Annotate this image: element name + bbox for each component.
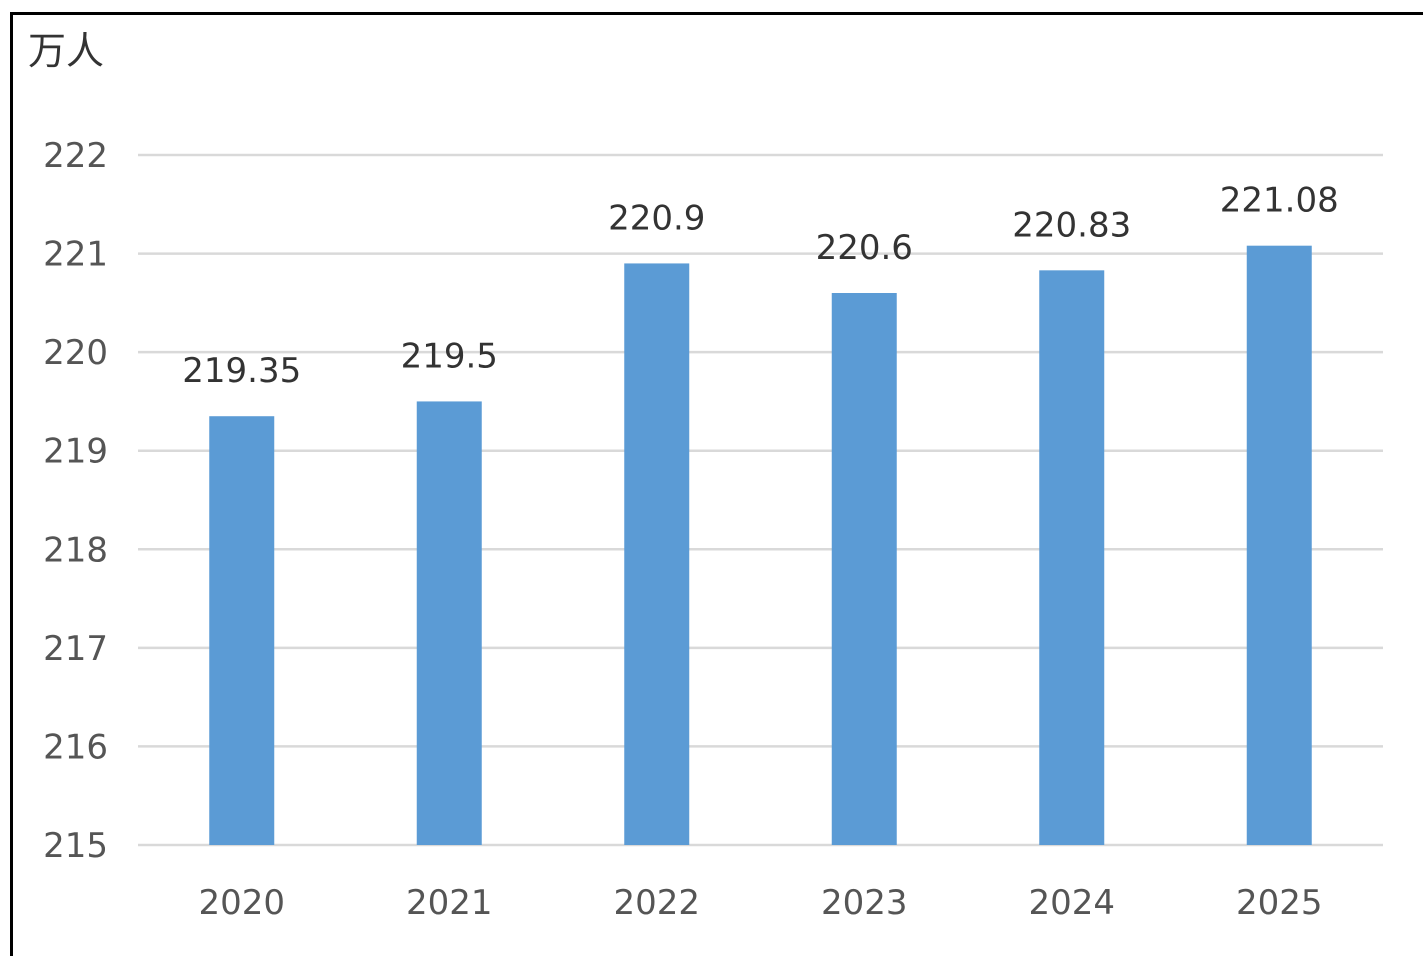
x-tick-label: 2021: [406, 883, 493, 923]
y-tick-label: 215: [43, 826, 108, 866]
y-tick-label: 220: [43, 333, 108, 373]
x-tick-label: 2022: [613, 883, 700, 923]
x-tick-labels: 2020 2021 2022 2023 2024 2025: [198, 883, 1322, 923]
data-labels: 219.35 219.5 220.9 220.6 220.83 221.08: [182, 181, 1338, 392]
gridlines: [138, 153, 1383, 847]
y-tick-label: 219: [43, 432, 108, 472]
bar-2020: [209, 416, 275, 845]
y-tick-labels: 215 216 217 218 219 220 221 222: [43, 136, 108, 866]
bars: [209, 245, 1312, 845]
y-tick-label: 221: [43, 235, 108, 275]
bar-2024: [1039, 270, 1105, 845]
y-tick-label: 222: [43, 136, 108, 176]
data-label: 220.9: [608, 198, 705, 238]
y-axis-unit-label: 万人: [28, 29, 104, 73]
data-label: 220.6: [816, 228, 913, 268]
data-label: 219.5: [401, 336, 498, 376]
x-tick-label: 2024: [1028, 883, 1115, 923]
bar-2022: [624, 263, 690, 845]
bar-2023: [831, 293, 897, 845]
data-label: 220.83: [1012, 205, 1131, 245]
y-tick-label: 218: [43, 530, 108, 570]
data-label: 221.08: [1220, 181, 1339, 221]
bar-2021: [416, 401, 482, 845]
y-tick-label: 217: [43, 629, 108, 669]
x-tick-label: 2020: [198, 883, 285, 923]
data-label: 219.35: [182, 351, 301, 391]
chart-frame: [10, 12, 1423, 956]
x-tick-label: 2023: [821, 883, 908, 923]
bar-2025: [1246, 245, 1312, 845]
x-tick-label: 2025: [1236, 883, 1323, 923]
y-tick-label: 216: [43, 727, 108, 767]
